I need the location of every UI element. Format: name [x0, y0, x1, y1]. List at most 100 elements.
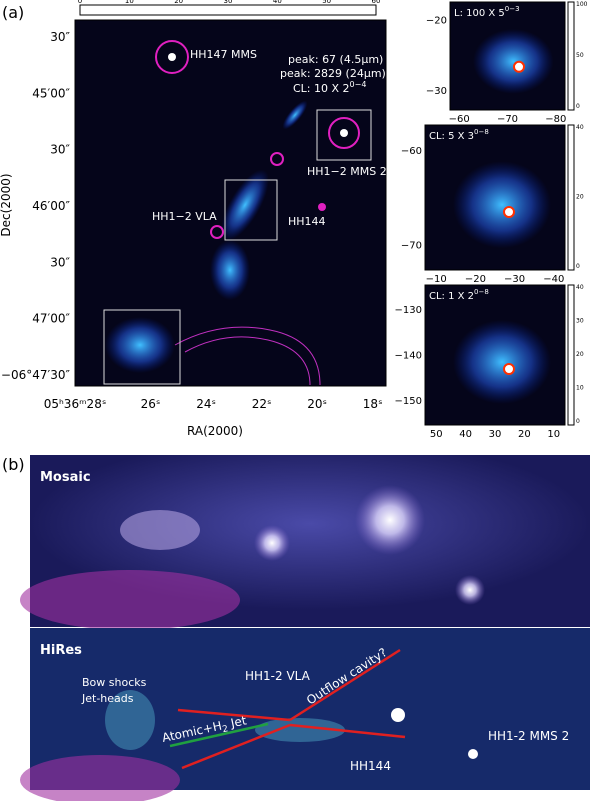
- annotation: CL: 10 X 2: [293, 82, 350, 95]
- x-label: −40: [543, 274, 564, 285]
- peak: [503, 206, 515, 218]
- x-title: RA(2000): [187, 424, 243, 438]
- x-label: 30: [489, 429, 502, 440]
- colorbar-label: 30: [224, 0, 233, 5]
- y-label: 30″: [50, 30, 70, 44]
- star: [468, 749, 478, 759]
- nebula: [473, 29, 554, 94]
- source: [318, 203, 326, 211]
- x-label: 18ˢ: [363, 397, 383, 411]
- exponent: 0−8: [474, 128, 489, 136]
- colorbar-label: 40: [273, 0, 282, 5]
- exponent: 0−4: [350, 80, 367, 89]
- region-box: [103, 309, 181, 385]
- colorbar: [79, 4, 377, 16]
- x-label: 20ˢ: [307, 397, 327, 411]
- colorbar-label: 10: [576, 385, 584, 392]
- colorbar-label: 100: [576, 1, 588, 8]
- x-label: 50: [430, 429, 443, 440]
- x-label: −70: [497, 114, 518, 125]
- inset-frame: [424, 284, 566, 426]
- subscript: 2: [222, 724, 230, 735]
- annotation: HH1-2 VLA: [245, 669, 311, 683]
- y-label: −150: [395, 396, 422, 407]
- nebula: [20, 570, 240, 630]
- nebula: [105, 690, 155, 750]
- annotation: CL: 5 X 3: [429, 131, 474, 142]
- nebula: [453, 320, 551, 404]
- annotation: Bow shocks: [82, 676, 147, 689]
- star: [254, 525, 290, 561]
- x-label: −20: [465, 274, 486, 285]
- inset-frame: [449, 1, 566, 111]
- nebula: [120, 510, 200, 550]
- nebula: [255, 718, 345, 742]
- annotation: HH144: [288, 215, 326, 228]
- star: [455, 575, 485, 605]
- x-label: −60: [449, 114, 470, 125]
- colorbar-label: 50: [576, 52, 584, 59]
- colorbar-label: 10: [125, 0, 134, 5]
- annotation: L: 100 X 5: [454, 8, 505, 19]
- x-label: −80: [545, 114, 566, 125]
- annotation: CL: 1 X 2: [429, 291, 474, 302]
- peak: [503, 363, 515, 375]
- arrow: [177, 708, 291, 722]
- annotation: HH1−2 VLA: [152, 210, 217, 223]
- x-label: 26ˢ: [141, 397, 161, 411]
- arrow: [289, 648, 401, 722]
- nebula: [20, 755, 180, 801]
- y-label: −20: [426, 16, 447, 27]
- y-label: −30: [426, 86, 447, 97]
- image-frame: [74, 19, 387, 387]
- y-label: −70: [401, 240, 422, 251]
- y-label: 45′00″: [32, 86, 70, 100]
- panel-label: (b): [2, 455, 25, 474]
- annotation: peak: 2829 (24μm): [280, 67, 386, 80]
- y-label: −06°47′30″: [1, 368, 71, 382]
- source: [340, 129, 348, 137]
- x-label: 22ˢ: [252, 397, 272, 411]
- arrow: [289, 723, 406, 739]
- colorbar-label: 60: [372, 0, 381, 5]
- annotation: Jet-heads: [81, 692, 134, 705]
- colorbar-label: 0: [576, 263, 580, 270]
- source: [168, 53, 176, 61]
- colorbar-label: 20: [576, 194, 584, 201]
- colorbar-label: 50: [322, 0, 331, 5]
- annotation: HH144: [350, 759, 391, 773]
- source: [155, 40, 189, 74]
- x-label: 05ʰ36ᵐ28ˢ: [44, 397, 107, 411]
- star: [355, 485, 425, 555]
- colorbar-label: 20: [174, 0, 183, 5]
- exponent: 0−3: [505, 5, 520, 13]
- x-label: −10: [426, 274, 447, 285]
- nebula: [453, 161, 551, 249]
- source: [270, 152, 284, 166]
- arrows: [177, 648, 406, 770]
- annotation: HH1−2 MMS 2: [307, 165, 387, 178]
- inset-annotation: CL: 1 X 20−8: [429, 288, 489, 302]
- y-label: −140: [395, 351, 422, 362]
- contour: [174, 326, 321, 386]
- colorbar-label: 0: [576, 418, 580, 425]
- x-label: 20: [518, 429, 531, 440]
- source: [328, 117, 360, 149]
- x-label: 24ˢ: [196, 397, 216, 411]
- y-labels: 30″ 45′00″ 30″ 46′00″ 30″ 47′00″ −06°47′30″: [1, 30, 71, 382]
- arrow: [169, 722, 269, 748]
- mosaic-label: Mosaic: [40, 470, 91, 485]
- annotation: HH147 MMS: [190, 48, 257, 61]
- x-labels: 05ʰ36ᵐ28ˢ 26ˢ 24ˢ 22ˢ 20ˢ 18ˢ: [44, 397, 383, 411]
- y-title: Dec(2000): [0, 173, 13, 236]
- arrow: [181, 723, 291, 770]
- colorbar-label: 40: [576, 124, 584, 131]
- y-label: 30″: [50, 143, 70, 157]
- nebula: [282, 100, 308, 130]
- inset-annotation: CL: 5 X 30−8: [429, 128, 489, 142]
- exponent: 0−8: [474, 288, 489, 296]
- annotation: CL: 10 X 20−4: [293, 80, 366, 95]
- region-box: [316, 109, 372, 161]
